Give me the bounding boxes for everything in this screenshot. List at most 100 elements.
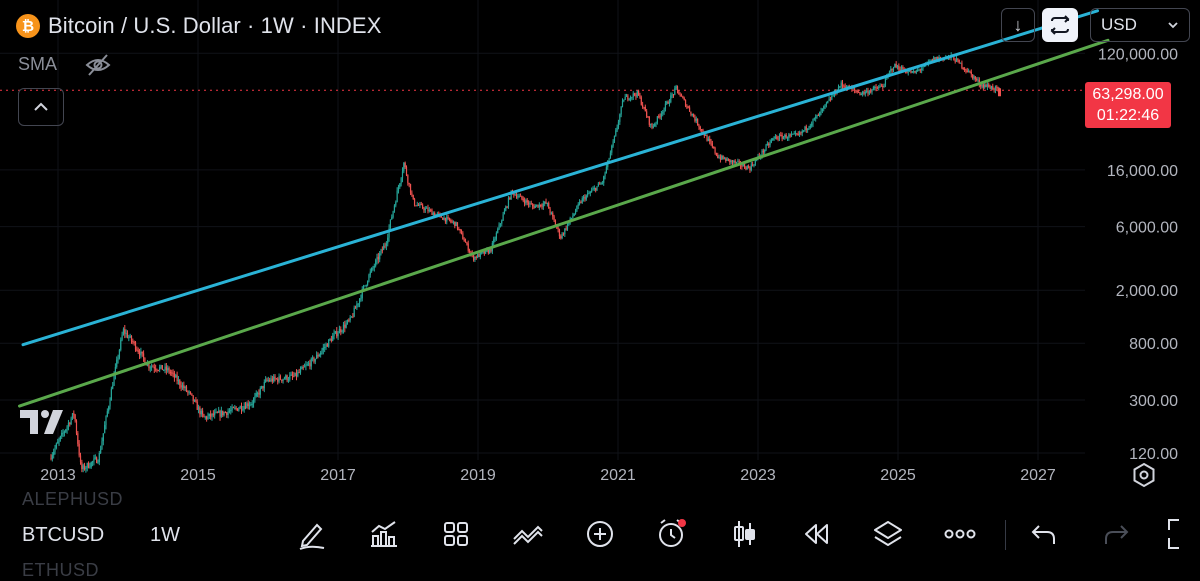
scroll-to-latest-button[interactable]: ↓ — [1001, 8, 1035, 42]
candle-body — [589, 192, 591, 194]
candle-body — [542, 203, 544, 207]
candle-body — [330, 339, 332, 342]
candle-body — [919, 69, 921, 71]
candle-body — [972, 74, 974, 79]
eye-off-icon[interactable] — [84, 52, 112, 83]
more-icon[interactable] — [942, 516, 978, 552]
indicators-icon[interactable] — [366, 516, 402, 552]
candle-body — [654, 123, 656, 127]
candle-body — [741, 165, 743, 167]
candle-body — [761, 150, 763, 156]
layers-icon[interactable] — [870, 516, 906, 552]
candle-body — [827, 100, 829, 104]
replay-icon[interactable] — [798, 516, 834, 552]
candle-body — [609, 152, 612, 159]
candle-body — [285, 375, 287, 379]
candle-body — [295, 372, 298, 377]
candle-body — [984, 84, 986, 88]
candles-icon[interactable] — [726, 516, 762, 552]
candle-body — [392, 211, 394, 218]
pencil-icon[interactable] — [294, 516, 330, 552]
candle-body — [790, 134, 793, 136]
timeframe-selector[interactable]: 1W — [150, 524, 180, 546]
candle-body — [153, 367, 155, 369]
candle-body — [672, 94, 675, 96]
candle-body — [430, 209, 432, 211]
candle-body — [380, 249, 382, 254]
symbol-list-item[interactable]: ETHUSD — [22, 560, 100, 580]
candle-body — [215, 411, 217, 413]
candle-body — [474, 256, 476, 261]
fit-screen-button[interactable] — [1042, 8, 1078, 42]
currency-select[interactable]: USD — [1090, 8, 1190, 42]
candle-body — [361, 288, 363, 299]
lower-channel-line[interactable] — [18, 38, 1110, 408]
candle-body — [961, 62, 963, 68]
candle-body — [629, 96, 632, 100]
undo-icon[interactable] — [1026, 516, 1062, 552]
candle-body — [933, 57, 935, 62]
symbol-selector[interactable]: BTCUSD — [22, 524, 105, 546]
chart-settings-icon[interactable] — [1131, 462, 1157, 493]
symbol-title[interactable]: Bitcoin / U.S. Dollar · 1W · INDEX — [48, 13, 382, 38]
candle-body — [891, 69, 893, 71]
candle-body — [809, 125, 811, 128]
candle-body — [151, 366, 153, 368]
candle-body — [201, 410, 204, 415]
symbol-list-item[interactable]: ALEPHUSD — [22, 489, 124, 509]
candle-body — [824, 104, 826, 107]
candle-body — [232, 407, 235, 409]
candle-body — [855, 90, 857, 92]
candle-body — [169, 371, 171, 373]
grid-icon[interactable] — [438, 516, 474, 552]
candle-body — [954, 60, 956, 62]
redo-icon[interactable] — [1098, 516, 1134, 552]
alert-icon[interactable] — [654, 516, 690, 552]
candle-body — [376, 256, 378, 261]
candle-body — [212, 413, 214, 416]
candle-body — [699, 127, 701, 130]
sma-indicator-label[interactable]: SMA — [18, 54, 58, 74]
candle-body — [318, 354, 320, 357]
candle-body — [211, 413, 213, 417]
candle-body — [913, 70, 915, 72]
candle-body — [734, 160, 736, 163]
candle-body — [612, 141, 614, 146]
x-tick-label: 2025 — [880, 467, 916, 484]
candle-body — [140, 351, 142, 356]
fullscreen-icon[interactable] — [1162, 516, 1198, 552]
add-icon[interactable] — [582, 516, 618, 552]
candle-body — [729, 159, 731, 163]
candle-body — [360, 298, 362, 300]
candle-body — [773, 136, 775, 139]
candle-body — [839, 86, 841, 88]
candle-body — [375, 260, 377, 266]
candle-body — [290, 374, 292, 376]
candle-body — [69, 423, 71, 425]
upper-channel-line[interactable] — [21, 9, 1099, 347]
candle-body — [608, 158, 610, 161]
candle-body — [96, 457, 98, 463]
candle-body — [781, 135, 783, 139]
candle-body — [235, 407, 237, 409]
channel-lines — [18, 9, 1110, 408]
candle-body — [305, 365, 307, 367]
candle-body — [782, 136, 785, 139]
candle-body — [762, 150, 764, 153]
candle-body — [538, 204, 540, 208]
collapse-legend-button[interactable] — [18, 88, 64, 126]
candle-body — [917, 70, 919, 72]
y-tick-label: 16,000.00 — [1107, 163, 1178, 180]
candle-body — [599, 183, 601, 185]
candle-body — [832, 95, 834, 97]
price-chart[interactable]: 120,000.00 16,000.00 6,000.00 2,000.00 800.0… — [0, 0, 1200, 496]
candle-body — [935, 56, 938, 61]
candle-body — [680, 95, 683, 97]
candle-body — [786, 137, 789, 139]
candle-body — [515, 194, 518, 198]
candle-body — [247, 403, 249, 407]
candle-body — [297, 372, 299, 377]
candle-body — [463, 239, 465, 242]
pattern-icon[interactable] — [510, 516, 546, 552]
candle-body — [527, 202, 530, 205]
